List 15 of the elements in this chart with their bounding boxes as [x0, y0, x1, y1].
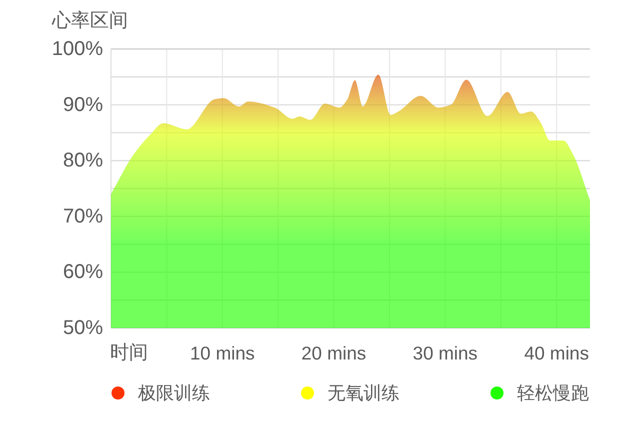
y-tick-label: 90% — [62, 94, 103, 116]
y-axis-title: 心率区间 — [52, 10, 128, 32]
y-tick-label: 70% — [62, 205, 103, 228]
x-axis-title: 时间 — [110, 342, 148, 364]
legend-label: 极限训练 — [138, 383, 210, 403]
y-tick-label: 80% — [62, 150, 103, 172]
y-tick-label: 50% — [62, 317, 103, 339]
legend-label: 轻松慢跑 — [517, 383, 589, 403]
x-tick-label: 20 mins — [301, 342, 366, 364]
x-tick-label: 10 mins — [190, 342, 255, 364]
x-tick-label: 30 mins — [412, 342, 478, 364]
legend-label: 无氧训练 — [328, 383, 400, 403]
y-tick-label: 60% — [62, 261, 103, 284]
x-tick-label: 40 mins — [524, 342, 589, 364]
y-tick-label: 100% — [52, 38, 103, 60]
